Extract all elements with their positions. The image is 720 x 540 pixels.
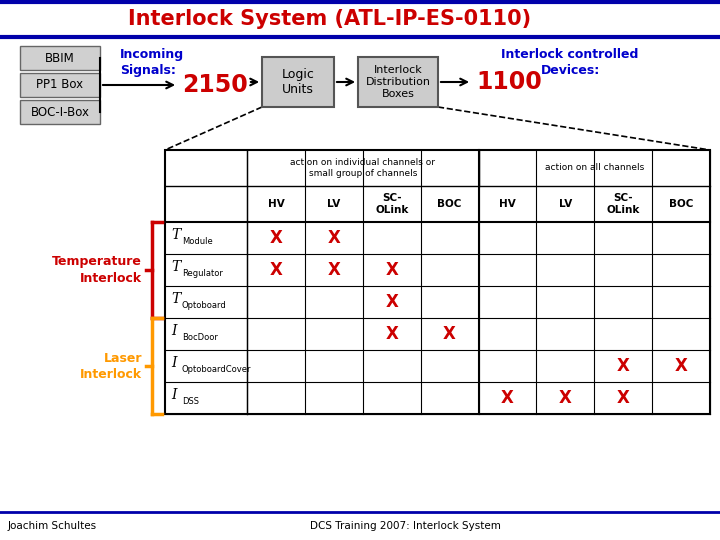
Text: X: X (501, 389, 514, 407)
Text: Regulator: Regulator (182, 268, 223, 278)
Text: LV: LV (559, 199, 572, 209)
Bar (20, 46, 100, 70)
Text: action on all channels: action on all channels (544, 164, 644, 172)
Text: Module: Module (182, 237, 212, 246)
Bar (358, 57, 438, 107)
Text: 1100: 1100 (476, 70, 541, 94)
Text: X: X (443, 325, 456, 343)
Text: Laser
Interlock: Laser Interlock (80, 352, 142, 381)
Text: I: I (171, 324, 176, 338)
Text: PP1 Box: PP1 Box (37, 78, 84, 91)
Text: BOC: BOC (437, 199, 462, 209)
Text: Incoming
Signals:: Incoming Signals: (120, 48, 184, 77)
Text: BOC: BOC (669, 199, 693, 209)
Text: Temperature
Interlock: Temperature Interlock (52, 255, 142, 285)
Text: HV: HV (268, 199, 284, 209)
Text: LV: LV (327, 199, 341, 209)
Text: X: X (617, 389, 629, 407)
Text: HV: HV (499, 199, 516, 209)
Text: Interlock System (ATL-IP-ES-0110): Interlock System (ATL-IP-ES-0110) (128, 9, 531, 29)
Text: T: T (171, 292, 180, 306)
Text: I: I (171, 388, 176, 402)
Text: SC-
OLink: SC- OLink (375, 193, 408, 215)
Text: X: X (385, 325, 398, 343)
Text: X: X (328, 229, 341, 247)
Text: I: I (171, 356, 176, 370)
Text: OptoboardCover: OptoboardCover (182, 364, 251, 374)
Bar (20, 73, 100, 97)
Text: BOC-I-Box: BOC-I-Box (30, 105, 89, 118)
Text: Interlock controlled
Devices:: Interlock controlled Devices: (501, 48, 639, 77)
Text: SC-
OLink: SC- OLink (606, 193, 640, 215)
Text: X: X (559, 389, 572, 407)
Bar (20, 100, 100, 124)
Text: X: X (328, 261, 341, 279)
Text: Optoboard: Optoboard (182, 300, 227, 309)
Text: X: X (385, 293, 398, 311)
Text: T: T (171, 228, 180, 242)
Text: DCS Training 2007: Interlock System: DCS Training 2007: Interlock System (310, 521, 501, 531)
Text: X: X (617, 357, 629, 375)
Text: Logic
Units: Logic Units (282, 68, 315, 96)
Text: Joachim Schultes: Joachim Schultes (8, 521, 97, 531)
Text: BBIM: BBIM (45, 51, 75, 64)
Text: action on individual channels or
small group of channels: action on individual channels or small g… (290, 158, 436, 178)
Text: X: X (675, 357, 688, 375)
Text: DSS: DSS (182, 396, 199, 406)
Text: X: X (385, 261, 398, 279)
Text: T: T (171, 260, 180, 274)
Text: X: X (269, 261, 282, 279)
Bar (262, 57, 334, 107)
Bar (165, 150, 710, 414)
Text: Interlock
Distribution
Boxes: Interlock Distribution Boxes (366, 65, 431, 99)
Text: X: X (269, 229, 282, 247)
Text: BocDoor: BocDoor (182, 333, 218, 341)
Text: 2150: 2150 (182, 73, 248, 97)
